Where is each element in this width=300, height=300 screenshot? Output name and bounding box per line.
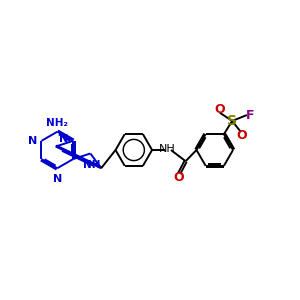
Text: NH: NH [159,143,176,154]
Text: O: O [173,171,184,184]
Text: O: O [214,103,224,116]
Text: NH: NH [83,160,100,170]
Text: N: N [28,136,37,146]
Text: N: N [58,134,68,144]
Text: S: S [227,114,237,128]
Text: F: F [246,109,255,122]
Text: NH₂: NH₂ [46,118,68,128]
Text: O: O [236,129,247,142]
Text: N: N [52,174,62,184]
